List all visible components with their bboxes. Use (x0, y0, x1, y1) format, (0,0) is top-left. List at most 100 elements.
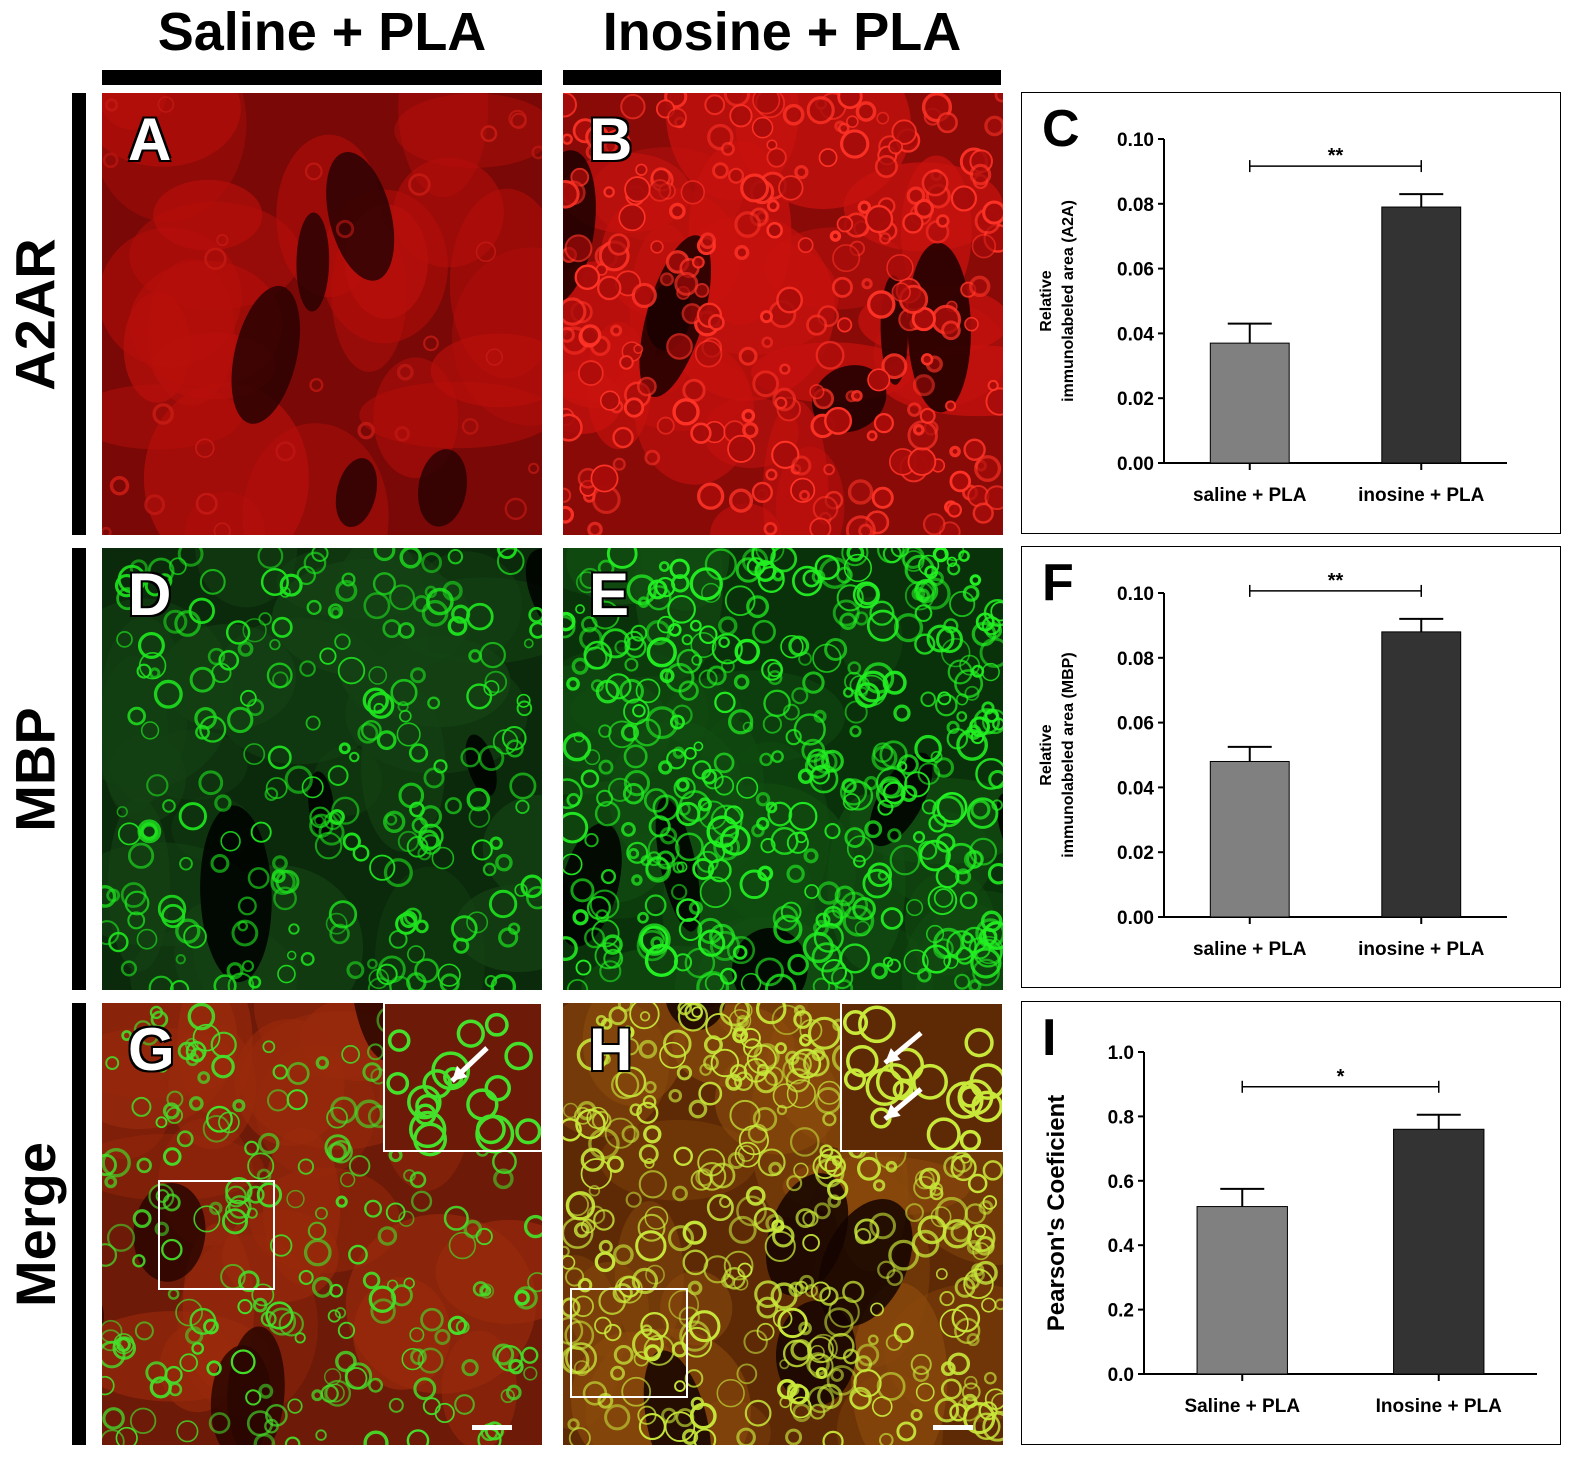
fiber-ring (272, 855, 288, 872)
fiber-ring (640, 1311, 669, 1341)
fiber-ring (882, 670, 907, 695)
fiber-ring (699, 876, 732, 908)
fiber-ring (225, 620, 251, 645)
fiber-ring (466, 911, 489, 934)
x-tick-label: saline + PLA (1193, 485, 1307, 506)
fiber-ring (594, 800, 621, 827)
fiber-ring (566, 676, 580, 691)
fiber-ring (408, 743, 429, 763)
fiber-ring (905, 1203, 924, 1222)
fiber-ring (161, 1238, 183, 1261)
fiber-ring (836, 215, 854, 233)
fiber-ring (563, 1345, 590, 1375)
fiber-ring (965, 850, 984, 869)
fiber-ring (483, 680, 500, 697)
fiber-ring (575, 604, 586, 615)
fiber-ring (360, 719, 382, 741)
fiber-ring (563, 615, 576, 639)
fiber-ring (934, 693, 958, 717)
inset-fiber-ring (912, 1063, 948, 1100)
fiber-ring (475, 241, 497, 262)
fiber-ring (771, 1004, 803, 1036)
fiber-ring (782, 703, 800, 721)
fiber-ring (179, 1353, 198, 1372)
fiber-ring (746, 1044, 777, 1075)
fiber-ring (580, 1158, 612, 1190)
row-label-a2ar-text: A2AR (3, 237, 67, 391)
fiber-ring (668, 1289, 700, 1321)
fiber-ring (192, 1023, 221, 1052)
fiber-ring (396, 722, 421, 747)
inset-fiber-ring (858, 1005, 896, 1044)
fiber-ring (785, 1068, 811, 1093)
fiber-ring (902, 212, 924, 234)
fiber-ring (639, 1011, 651, 1022)
fiber-ring (575, 959, 592, 976)
fiber-ring (563, 487, 572, 503)
fiber-ring (684, 1369, 704, 1388)
y-axis-label: immunolabeled area (A2A) (1060, 200, 1077, 402)
fiber-ring (516, 693, 531, 708)
fiber-ring (247, 867, 270, 889)
fiber-ring (637, 1405, 657, 1425)
fiber-ring (630, 624, 648, 642)
fiber-ring (794, 164, 809, 180)
fiber-ring (955, 946, 974, 965)
fiber-ring (873, 413, 894, 434)
fiber-ring (891, 119, 917, 145)
fiber-ring (786, 1383, 808, 1405)
fiber-ring (115, 1426, 138, 1445)
fiber-ring (409, 667, 426, 684)
fiber-ring (704, 548, 737, 581)
fiber-ring (139, 1025, 159, 1046)
fiber-ring (759, 310, 774, 324)
tissue-patch (143, 382, 309, 535)
fiber-ring (246, 1207, 258, 1219)
zoom-inset-border (840, 1003, 1003, 1152)
fiber-ring (162, 1147, 182, 1166)
fiber-ring (933, 938, 954, 959)
chart-label-f: F (1042, 554, 1074, 612)
fiber-ring (922, 513, 946, 535)
fiber-ring (136, 928, 158, 950)
fiber-ring (888, 139, 904, 155)
y-tick-label: 0.08 (1117, 195, 1154, 216)
fiber-ring (802, 1233, 820, 1252)
tissue-patch (139, 729, 248, 800)
fiber-ring (975, 918, 1003, 949)
fiber-ring (853, 855, 866, 868)
fiber-ring (994, 93, 1003, 103)
fiber-ring (918, 577, 951, 610)
fiber-ring (497, 548, 518, 560)
fiber-ring (478, 745, 505, 772)
fiber-ring (813, 922, 844, 953)
fiber-ring (728, 1215, 757, 1244)
fiber-ring (802, 1050, 830, 1077)
fiber-ring (809, 764, 839, 794)
fiber-ring (724, 585, 756, 617)
fiber-ring (231, 919, 259, 947)
fiber-ring (824, 822, 841, 840)
fiber-ring (574, 1360, 590, 1377)
fiber-ring (422, 1397, 441, 1416)
fiber-ring (584, 832, 599, 848)
fiber-ring (218, 1111, 240, 1134)
fiber-ring (216, 233, 229, 247)
fiber-ring (812, 643, 842, 673)
fiber-ring (256, 1182, 283, 1208)
fiber-ring (789, 1127, 820, 1157)
micrograph-g-image (102, 1003, 542, 1445)
fiber-ring (284, 765, 313, 794)
fiber-ring (337, 656, 366, 685)
fiber-ring (505, 1384, 522, 1401)
fiber-ring (168, 1382, 183, 1397)
fiber-ring (698, 625, 718, 645)
fiber-ring (563, 1255, 576, 1270)
fiber-ring (644, 1206, 669, 1230)
fiber-ring (676, 898, 700, 922)
fiber-ring (605, 673, 632, 700)
fiber-ring (879, 740, 908, 769)
fiber-ring (132, 1209, 152, 1229)
arrowhead-icon (885, 1104, 901, 1119)
fiber-ring (987, 862, 1003, 885)
